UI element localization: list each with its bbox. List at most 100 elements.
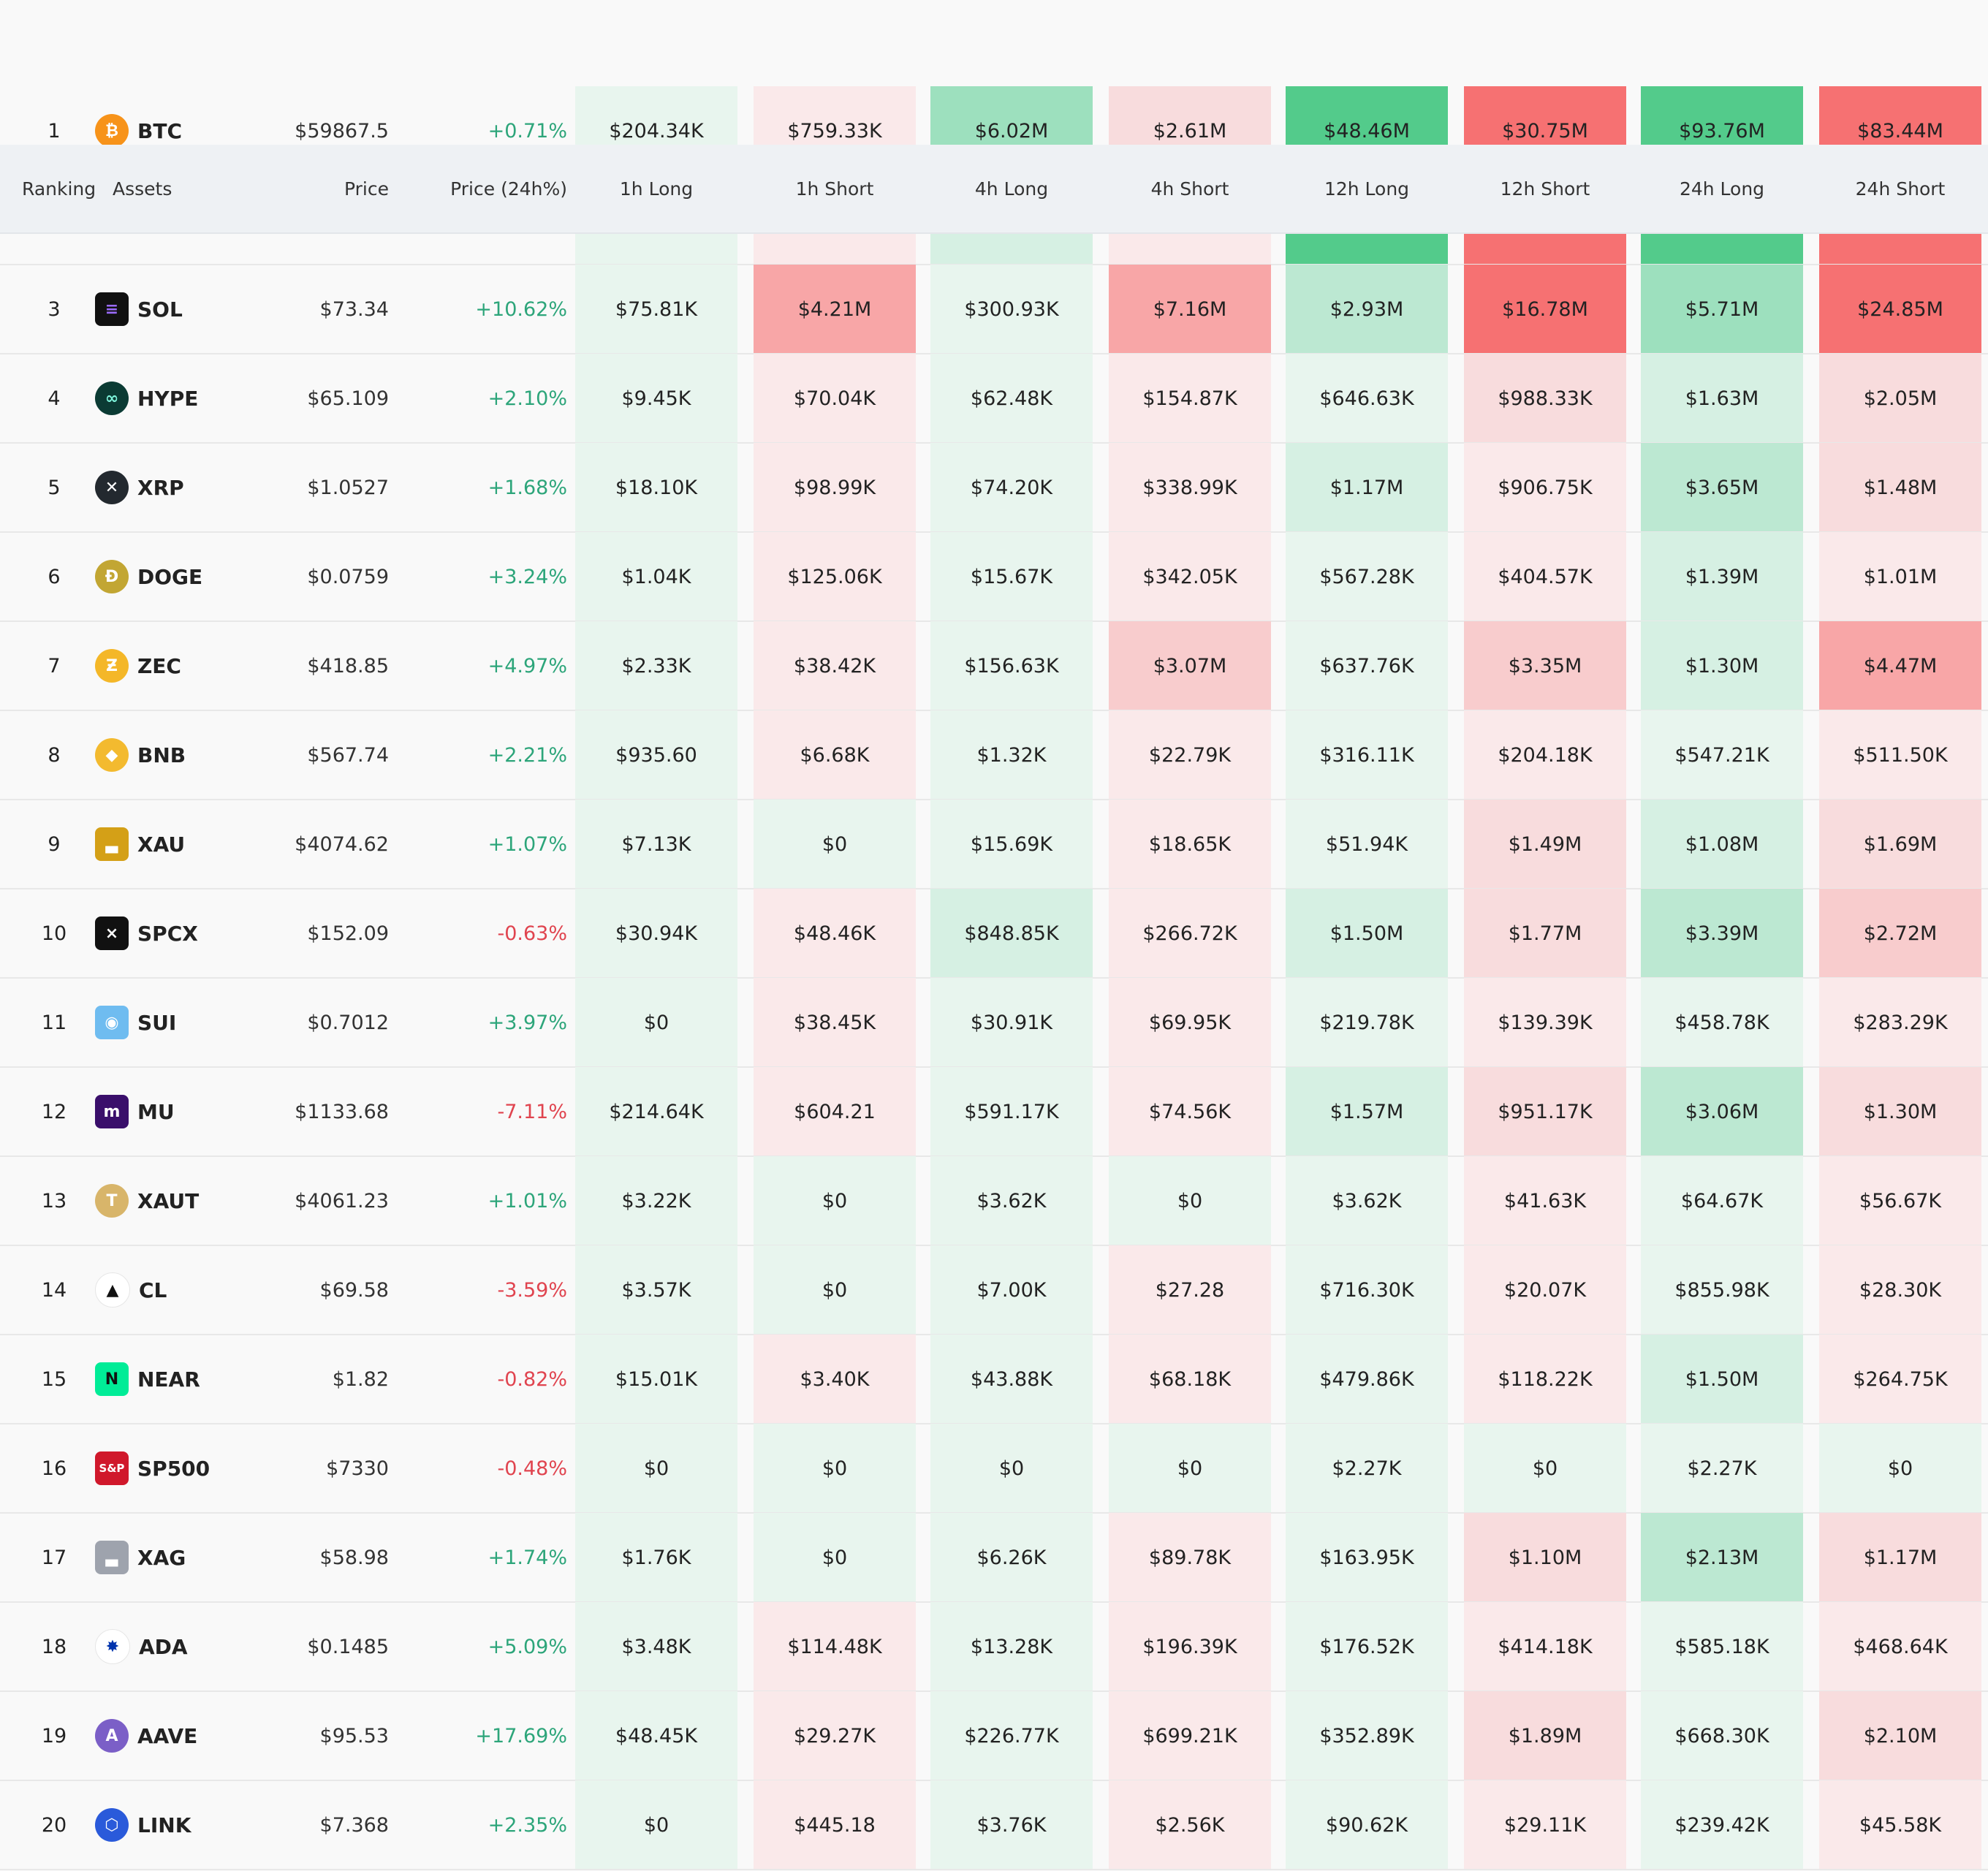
cell-4h-short: $68.18K — [1109, 1335, 1271, 1424]
cell-1h-long: $7.13K — [575, 800, 737, 889]
cell-24h-short: $2.05M — [1819, 354, 1981, 443]
rank: 11 — [41, 1011, 67, 1034]
cell-24h-short: $468.64K — [1819, 1602, 1981, 1691]
asset-symbol: ZEC — [137, 653, 181, 678]
rank: 18 — [41, 1635, 67, 1658]
asset-link[interactable]: ≡ SOL — [95, 265, 183, 354]
silver-bars-icon: ▃ — [95, 1541, 129, 1574]
cell-1h-short: $3.40K — [754, 1335, 916, 1424]
table-row[interactable]: $3.22K $0 $3.62K $0 $3.62K $41.63K $64.67K $56.… — [0, 1156, 1988, 1245]
table-row[interactable]: $1.76K $0 $6.26K $89.78K $163.95K $1.10M $2.13… — [0, 1513, 1988, 1602]
cell-12h-short: $16.78M — [1464, 265, 1626, 354]
cell-12h-short: $0 — [1464, 1424, 1626, 1513]
cell-1h-long: $1.76K — [575, 1513, 737, 1602]
asset-symbol: LINK — [137, 1813, 191, 1837]
cell-4h-long: $15.67K — [930, 532, 1093, 621]
asset-link[interactable]: A AAVE — [95, 1691, 197, 1780]
header-price-change[interactable]: Price (24h%) — [450, 178, 567, 200]
cell-1h-long: $48.45K — [575, 1691, 737, 1780]
row-divider — [0, 1869, 1988, 1870]
asset-link[interactable]: T XAUT — [95, 1156, 199, 1245]
asset-symbol: XAU — [137, 832, 186, 857]
price-change: -0.82% — [497, 1367, 567, 1391]
table-row[interactable]: $1.04K $125.06K $15.67K $342.05K $567.28K $40… — [0, 532, 1988, 621]
asset-link[interactable]: ∞ HYPE — [95, 354, 198, 443]
cell-1h-long: $1.04K — [575, 532, 737, 621]
price-change: +0.71% — [487, 119, 567, 143]
cell-12h-long: $163.95K — [1286, 1513, 1448, 1602]
header-1h-short[interactable]: 1h Short — [795, 178, 874, 200]
table-row[interactable]: $48.45K $29.27K $226.77K $699.21K $352.89K $1… — [0, 1691, 1988, 1780]
asset-link[interactable]: ▃ XAG — [95, 1513, 186, 1602]
cell-12h-long: $219.78K — [1286, 978, 1448, 1067]
cell-12h-short: $41.63K — [1464, 1156, 1626, 1245]
table-row[interactable]: $2.33K $38.42K $156.63K $3.07M $637.76K $3.35… — [0, 621, 1988, 710]
cell-12h-long: $479.86K — [1286, 1335, 1448, 1424]
price-change: -7.11% — [497, 1100, 567, 1123]
cell-4h-short: $89.78K — [1109, 1513, 1271, 1602]
bitcoin-icon: ₿ — [95, 114, 129, 148]
cell-1h-short: $4.21M — [754, 265, 916, 354]
table-row[interactable]: $3.57K $0 $7.00K $27.28 $716.30K $20.07K $855.… — [0, 1245, 1988, 1335]
header-assets[interactable]: Assets — [113, 178, 172, 200]
table-row[interactable]: $9.45K $70.04K $62.48K $154.87K $646.63K $988… — [0, 354, 1988, 443]
asset-symbol: SP500 — [137, 1456, 210, 1481]
asset-link[interactable]: Ƶ ZEC — [95, 621, 181, 710]
asset-link[interactable]: ₿ BTC — [95, 86, 182, 175]
table-row[interactable]: $0 $0 $0 $0 $2.27K $0 $2.27K $0 16 S&P SP500 $7330-… — [0, 1424, 1988, 1513]
cell-4h-long: $226.77K — [930, 1691, 1093, 1780]
header-ranking[interactable]: Ranking — [22, 178, 96, 200]
cell-24h-short: $511.50K — [1819, 710, 1981, 800]
cell-24h-short: $1.01M — [1819, 532, 1981, 621]
cell-1h-long: $0 — [575, 978, 737, 1067]
asset-symbol: SOL — [137, 297, 183, 322]
cell-4h-short: $338.99K — [1109, 443, 1271, 532]
rank: 14 — [41, 1278, 67, 1302]
cell-24h-long: $3.65M — [1641, 443, 1803, 532]
cell-4h-short: $22.79K — [1109, 710, 1271, 800]
table-row[interactable]: $18.10K $98.99K $74.20K $338.99K $1.17M $906.… — [0, 443, 1988, 532]
cell-24h-short: $28.30K — [1819, 1245, 1981, 1335]
table-row[interactable]: $3.48K $114.48K $13.28K $196.39K $176.52K $41… — [0, 1602, 1988, 1691]
table-row[interactable]: $7.13K $0 $15.69K $18.65K $51.94K $1.49M $1.08… — [0, 800, 1988, 889]
asset-link[interactable]: S&P SP500 — [95, 1424, 210, 1513]
table-row[interactable]: $214.64K $604.21 $591.17K $74.56K $1.57M $951… — [0, 1067, 1988, 1156]
cell-1h-long: $18.10K — [575, 443, 737, 532]
cell-4h-short: $2.56K — [1109, 1780, 1271, 1870]
asset-link[interactable]: m MU — [95, 1067, 175, 1156]
asset-link[interactable]: ▃ XAU — [95, 800, 185, 889]
asset-link[interactable]: ✕ XRP — [95, 443, 184, 532]
asset-link[interactable]: ✸ ADA — [95, 1602, 188, 1691]
asset-link[interactable]: ◉ SUI — [95, 978, 176, 1067]
asset-link[interactable]: ◆ BNB — [95, 710, 186, 800]
header-price[interactable]: Price — [344, 178, 389, 200]
header-12h-short[interactable]: 12h Short — [1500, 178, 1590, 200]
table-row[interactable]: $0 $445.18 $3.76K $2.56K $90.62K $29.11K $239.… — [0, 1780, 1988, 1870]
asset-link[interactable]: ▲ CL — [95, 1245, 167, 1335]
table-row[interactable]: $30.94K $48.46K $848.85K $266.72K $1.50M $1.7… — [0, 889, 1988, 978]
cell-1h-short: $6.68K — [754, 710, 916, 800]
table-row[interactable]: $935.60 $6.68K $1.32K $22.79K $316.11K $204.1… — [0, 710, 1988, 800]
asset-link[interactable]: Ð DOGE — [95, 532, 202, 621]
header-12h-long[interactable]: 12h Long — [1324, 178, 1410, 200]
bnb-icon: ◆ — [95, 738, 129, 772]
asset-link[interactable]: × SPCX — [95, 889, 198, 978]
asset-link[interactable]: N NEAR — [95, 1335, 200, 1424]
table-row[interactable]: $75.81K $4.21M $300.93K $7.16M $2.93M $16.78M… — [0, 265, 1988, 354]
cell-12h-long: $1.17M — [1286, 443, 1448, 532]
cell-24h-short: $2.10M — [1819, 1691, 1981, 1780]
header-1h-long[interactable]: 1h Long — [619, 178, 694, 200]
asset-link[interactable]: ⬡ LINK — [95, 1780, 191, 1870]
header-24h-short[interactable]: 24h Short — [1855, 178, 1946, 200]
header-4h-short[interactable]: 4h Short — [1150, 178, 1229, 200]
header-4h-long[interactable]: 4h Long — [974, 178, 1049, 200]
table-row[interactable]: $0 $38.45K $30.91K $69.95K $219.78K $139.39K $… — [0, 978, 1988, 1067]
asset-symbol: XRP — [137, 475, 184, 500]
table-row[interactable]: $15.01K $3.40K $43.88K $68.18K $479.86K $118.… — [0, 1335, 1988, 1424]
rank: 16 — [41, 1457, 67, 1480]
cell-1h-short: $0 — [754, 800, 916, 889]
cell-24h-long: $3.39M — [1641, 889, 1803, 978]
asset-symbol: HYPE — [137, 386, 199, 411]
chainlink-icon: ⬡ — [95, 1808, 129, 1842]
header-24h-long[interactable]: 24h Long — [1679, 178, 1765, 200]
